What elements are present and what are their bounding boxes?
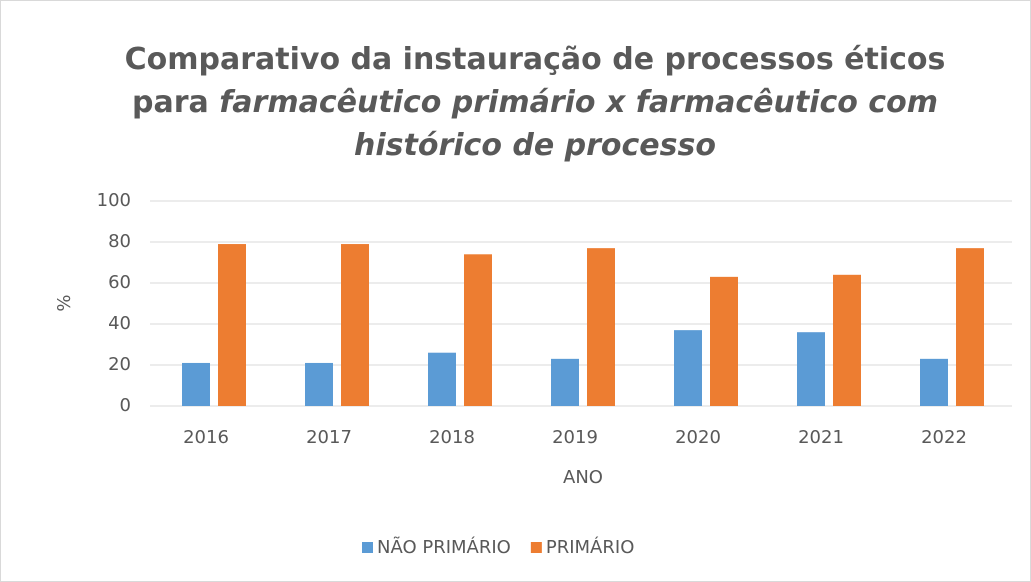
legend-swatch	[530, 542, 542, 553]
x-tick-label: 2022	[921, 427, 967, 448]
x-tick-label: 2020	[675, 427, 721, 448]
x-tick-label: 2021	[798, 427, 844, 448]
y-tick-label: 60	[108, 272, 131, 293]
title-segment: histórico de processo	[354, 128, 716, 163]
bar	[674, 330, 702, 406]
chart-title: Comparativo da instauração de processos …	[125, 42, 946, 77]
bar	[587, 248, 615, 406]
title-segment: Comparativo da instauração de processos …	[125, 42, 946, 77]
legend-label: NÃO PRIMÁRIO	[377, 536, 511, 558]
bar	[956, 248, 984, 406]
x-tick-label: 2019	[552, 427, 598, 448]
x-tick-label: 2018	[429, 427, 475, 448]
chart-title: histórico de processo	[354, 128, 716, 163]
bar	[833, 274, 861, 406]
y-tick-label: 40	[108, 313, 131, 334]
bar	[920, 358, 948, 406]
chart-title: para farmacêutico primário x farmacêutic…	[132, 85, 938, 120]
bar	[182, 362, 210, 406]
x-tick-label: 2017	[306, 427, 352, 448]
y-tick-label: 20	[108, 354, 131, 375]
bar	[341, 244, 369, 406]
bar	[428, 352, 456, 406]
bar	[797, 332, 825, 406]
bar	[464, 254, 492, 406]
legend-label: PRIMÁRIO	[546, 536, 635, 558]
bar	[551, 358, 579, 406]
legend-swatch	[362, 542, 373, 553]
bar	[305, 362, 333, 406]
bar	[710, 276, 738, 406]
y-axis-label: %	[54, 294, 75, 311]
y-tick-label: 100	[97, 190, 131, 211]
y-tick-label: 80	[108, 231, 131, 252]
y-tick-label: 0	[120, 395, 131, 416]
bar	[218, 244, 246, 406]
title-segment: para	[132, 85, 219, 120]
title-segment: farmacêutico primário x farmacêutico com	[219, 85, 938, 120]
x-axis-label: ANO	[563, 467, 603, 488]
x-tick-label: 2016	[183, 427, 229, 448]
